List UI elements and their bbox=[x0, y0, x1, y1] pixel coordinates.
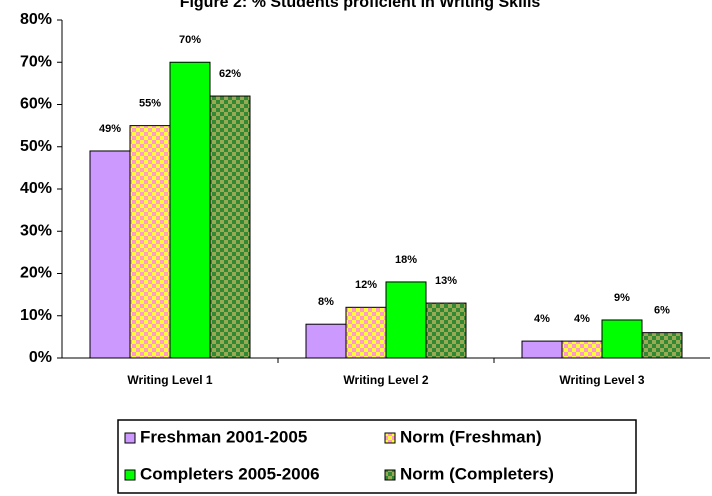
legend-box bbox=[117, 419, 637, 494]
value-label: 12% bbox=[355, 279, 377, 291]
bar bbox=[425, 302, 467, 359]
bar bbox=[641, 332, 683, 359]
y-tick-label: 80% bbox=[20, 11, 52, 28]
legend-label: Norm (Completers) bbox=[400, 464, 554, 483]
bar bbox=[385, 281, 427, 359]
legend-label: Completers 2005-2006 bbox=[140, 464, 320, 483]
value-label: 9% bbox=[614, 292, 630, 304]
value-label: 8% bbox=[318, 296, 334, 308]
bar bbox=[305, 323, 347, 359]
bar bbox=[169, 61, 211, 359]
value-label: 49% bbox=[99, 123, 121, 135]
value-label: 6% bbox=[654, 305, 670, 317]
y-tick-label: 60% bbox=[20, 96, 52, 113]
y-tick-label: 10% bbox=[20, 307, 52, 324]
y-tick-label: 20% bbox=[20, 265, 52, 282]
y-tick-label: 50% bbox=[20, 138, 52, 155]
legend-swatch bbox=[384, 432, 396, 444]
bar bbox=[129, 125, 171, 359]
y-tick-label: 0% bbox=[29, 349, 52, 366]
x-tick-label: Writing Level 3 bbox=[559, 373, 644, 387]
legend-label: Freshman 2001-2005 bbox=[140, 427, 307, 446]
bar bbox=[601, 319, 643, 359]
value-label: 4% bbox=[534, 313, 550, 325]
x-tick-label: Writing Level 1 bbox=[127, 373, 212, 387]
value-label: 13% bbox=[435, 275, 457, 287]
value-label: 62% bbox=[219, 68, 241, 80]
bar bbox=[345, 306, 387, 359]
y-tick-label: 40% bbox=[20, 180, 52, 197]
y-tick-label: 70% bbox=[20, 53, 52, 70]
legend-swatch bbox=[384, 469, 396, 481]
bar bbox=[209, 95, 251, 359]
bar bbox=[521, 340, 563, 359]
legend-swatch bbox=[124, 432, 136, 444]
y-tick-label: 30% bbox=[20, 222, 52, 239]
bar bbox=[561, 340, 603, 359]
legend-swatch bbox=[124, 469, 136, 481]
value-label: 70% bbox=[179, 34, 201, 46]
value-label: 4% bbox=[574, 313, 590, 325]
bar bbox=[89, 150, 131, 359]
legend-label: Norm (Freshman) bbox=[400, 427, 542, 446]
chart-title: Figure 2: % Students proficient in Writi… bbox=[180, 0, 541, 11]
value-label: 55% bbox=[139, 98, 161, 110]
value-label: 18% bbox=[395, 254, 417, 266]
x-tick-label: Writing Level 2 bbox=[343, 373, 428, 387]
